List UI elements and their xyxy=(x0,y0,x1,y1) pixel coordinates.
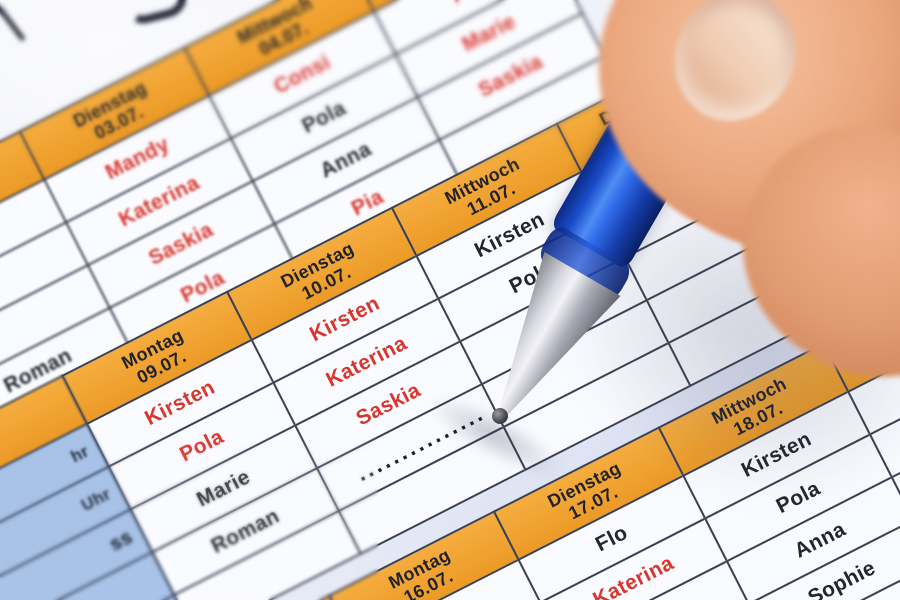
cropped-title-letter-icon xyxy=(122,0,192,27)
paper-edge-shadow xyxy=(0,0,26,42)
pen-ballpoint-tip xyxy=(492,408,508,424)
